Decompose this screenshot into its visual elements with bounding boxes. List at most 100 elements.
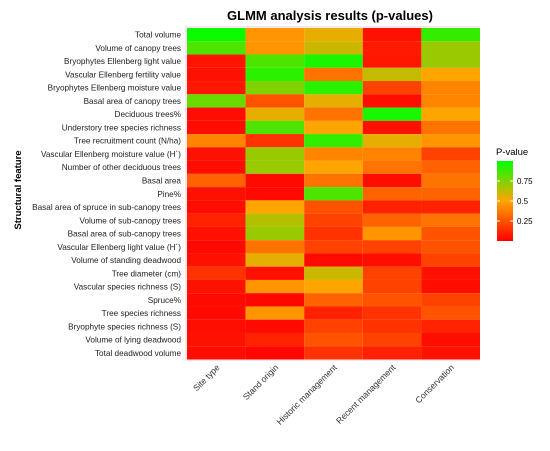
column-label: Site type: [191, 362, 222, 393]
heatmap-cell: [304, 213, 363, 227]
heatmap-cell: [245, 54, 305, 68]
legend-ticks: 0.25 0.5 0.75: [497, 177, 533, 226]
heatmap-cell: [187, 147, 246, 161]
heatmap-cell: [187, 81, 246, 95]
heatmap-cell: [362, 279, 422, 294]
heatmap-cell: [362, 226, 422, 241]
heatmap-cell: [362, 41, 422, 55]
row-label: Vascular Ellenberg moisture value (H´): [41, 150, 181, 159]
heatmap-cell: [245, 41, 305, 55]
legend: P-value 0.25 0.5 0.75: [496, 147, 533, 241]
heatmap-cell: [187, 173, 246, 188]
heatmap-cell: [245, 134, 305, 148]
heatmap-cell: [304, 134, 363, 148]
heatmap-cell: [304, 226, 363, 241]
row-label: Basal area of sub-canopy trees: [68, 230, 181, 239]
heatmap-cell: [187, 134, 246, 148]
heatmap-cell: [304, 332, 363, 347]
heatmap-cell: [304, 346, 363, 360]
heatmap-cell: [187, 240, 246, 254]
heatmap-cell: [245, 346, 305, 360]
column-label: Recent management: [334, 362, 398, 426]
heatmap-cell: [304, 187, 363, 201]
heatmap-cell: [304, 173, 363, 188]
heatmap-cell: [304, 147, 363, 161]
heatmap-cell: [245, 306, 305, 320]
heatmap-cell: [362, 94, 422, 108]
heatmap-cell: [362, 173, 422, 188]
chart-title: GLMM analysis results (p-values): [227, 8, 433, 23]
heatmap-cell: [421, 120, 480, 135]
heatmap-cell: [421, 173, 480, 188]
row-label: Tree species richness: [102, 309, 181, 318]
heatmap-cell: [304, 279, 363, 294]
row-label: Deciduous trees%: [115, 110, 181, 119]
heatmap-cell: [187, 120, 246, 135]
heatmap-cell: [245, 107, 305, 121]
row-label: Total volume: [135, 31, 181, 40]
legend-tick-label: 0.75: [517, 177, 533, 186]
row-label: Basal area of canopy trees: [84, 97, 181, 106]
heatmap-cell: [304, 67, 363, 82]
heatmap-cell: [421, 41, 480, 55]
heatmap-cell: [304, 293, 363, 307]
heatmap-cell: [421, 240, 480, 254]
heatmap-cell: [187, 94, 246, 108]
heatmap-cell: [304, 54, 363, 68]
row-label: Vascular species richness (S): [74, 283, 182, 292]
heatmap-cell: [187, 279, 246, 294]
heatmap-cell: [421, 107, 480, 121]
row-label: Basal area: [142, 176, 182, 185]
heatmap-cell: [245, 94, 305, 108]
heatmap-cell: [362, 266, 422, 280]
heatmap-cell: [362, 147, 422, 161]
heatmap-cell: [187, 107, 246, 121]
heatmap-cell: [421, 253, 480, 267]
row-label: Understory tree species richness: [62, 123, 181, 132]
legend-title: P-value: [496, 147, 528, 158]
heatmap-cell: [187, 319, 246, 333]
heatmap-cell: [245, 120, 305, 135]
heatmap-cell: [304, 266, 363, 280]
heatmap-cell: [362, 160, 422, 174]
heatmap-cell: [421, 226, 480, 241]
heatmap-cell: [187, 54, 246, 68]
heatmap-cell: [421, 213, 480, 227]
heatmap-cell: [187, 346, 246, 360]
heatmap-cell: [362, 200, 422, 214]
legend-tick-label: 0.5: [517, 197, 529, 206]
heatmap-cell: [362, 346, 422, 360]
heatmap-cell: [362, 253, 422, 267]
heatmap-cell: [245, 173, 305, 188]
heatmap-cell: [362, 213, 422, 227]
heatmap-cell: [421, 346, 480, 360]
column-label: Conservation: [413, 362, 456, 405]
heatmap-cell: [245, 67, 305, 82]
heatmap-cell: [245, 200, 305, 214]
heatmap-cell: [421, 160, 480, 174]
heatmap-cell: [362, 67, 422, 82]
heatmap-cell: [421, 54, 480, 68]
heatmap-cell: [245, 28, 305, 42]
heatmap-cell: [245, 266, 305, 280]
heatmap-cell: [421, 332, 480, 347]
heatmap-cell: [245, 332, 305, 347]
heatmap-cell: [421, 67, 480, 82]
row-label: Vascular Ellenberg fertility value: [65, 70, 181, 79]
row-labels: Total volume Volume of canopy trees Bryoph…: [32, 31, 181, 358]
heatmap-cell: [187, 226, 246, 241]
row-label: Volume of lying deadwood: [85, 336, 181, 345]
heatmap-cell: [304, 120, 363, 135]
row-label: Volume of standing deadwood: [71, 256, 181, 265]
heatmap-cell: [304, 160, 363, 174]
row-label: Spruce%: [148, 296, 181, 305]
row-label: Total deadwood volume: [95, 349, 181, 358]
heatmap-cell: [304, 200, 363, 214]
heatmap-cell: [187, 253, 246, 267]
heatmap-cell: [187, 266, 246, 280]
row-label: Volume of sub-canopy trees: [80, 216, 182, 225]
heatmap-cell: [421, 147, 480, 161]
heatmap-cell: [362, 293, 422, 307]
heatmap-cell: [362, 81, 422, 95]
